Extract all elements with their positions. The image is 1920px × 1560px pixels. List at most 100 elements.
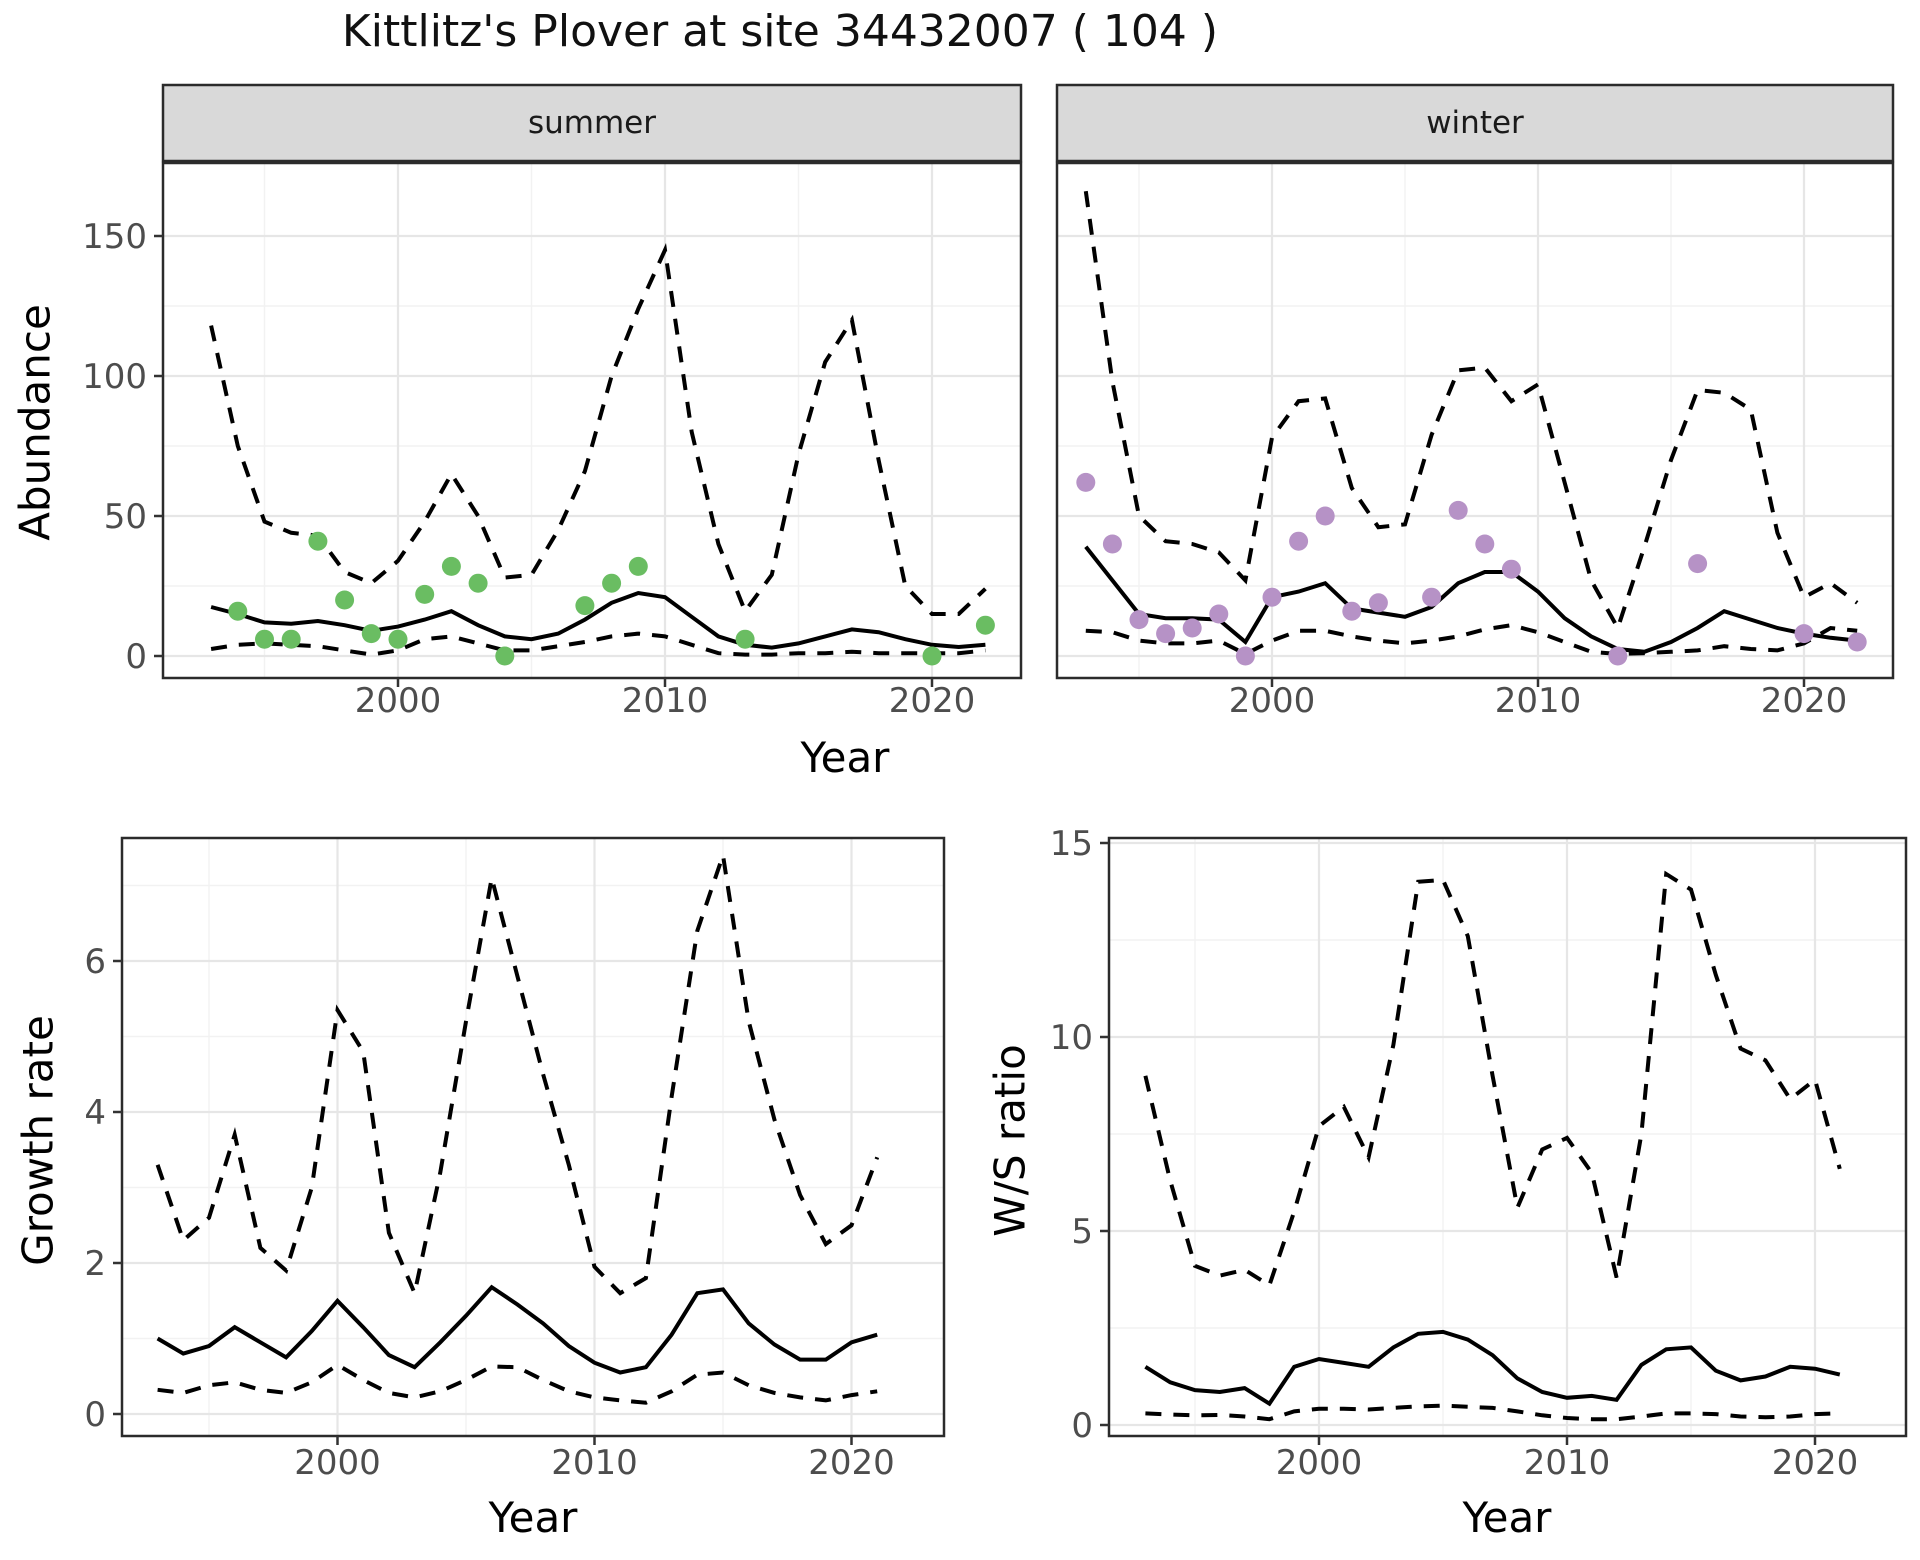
data-point — [281, 629, 301, 649]
lower_ci-line-ws_ratio — [1145, 1403, 1840, 1422]
y-axis-ws_ratio: 0 5 10 15 — [1050, 824, 1109, 1446]
y-tick-label: 50 — [104, 497, 147, 537]
facet-strip-abundance_summer — [161, 83, 1023, 163]
y-axis-title-ws-ratio: W/S ratio — [985, 1044, 1035, 1237]
data-point — [975, 615, 995, 635]
x-tick-label: 2010 — [1495, 681, 1582, 721]
data-point — [1102, 534, 1122, 554]
data-point — [602, 573, 622, 593]
panel-background — [163, 163, 1021, 678]
data-point — [1076, 472, 1096, 492]
data-point — [495, 646, 515, 666]
data-point — [1315, 506, 1335, 526]
panel-border — [161, 161, 1023, 680]
x-tick-label: 2010 — [1524, 1443, 1611, 1483]
data-point — [628, 556, 648, 576]
data-point — [1794, 624, 1814, 644]
x-axis-abundance_winter: 2000 2010 2020 — [1229, 678, 1848, 721]
data-point — [335, 590, 355, 610]
y-tick-label: 5 — [1071, 1212, 1093, 1252]
panel-background — [1057, 163, 1893, 678]
y-tick-label: 15 — [1050, 824, 1093, 864]
x-axis-title-ws-ratio: Year — [1462, 1493, 1552, 1542]
facet-strip-label-winter: winter — [1426, 105, 1524, 141]
facet-strip-abundance_winter — [1055, 83, 1895, 163]
upper_ci-line-abundance_winter — [1083, 190, 1859, 633]
y-axis-abundance_summer: 0 50 100 150 — [82, 217, 163, 677]
data-point — [1182, 618, 1202, 638]
y-axis-title-abundance: Abundance — [10, 304, 60, 541]
panel-border — [120, 836, 946, 1438]
x-tick-label: 2000 — [1276, 1443, 1363, 1483]
y-tick-label: 6 — [84, 942, 106, 982]
mean-line-ws_ratio — [1144, 1329, 1841, 1407]
grid-minor-ws_ratio — [1109, 838, 1906, 1436]
data-point — [361, 624, 381, 644]
grid-major-growth_rate — [122, 838, 944, 1436]
panel-border — [1055, 161, 1895, 680]
data-point — [575, 596, 595, 616]
data-point — [441, 556, 461, 576]
data-point — [468, 573, 488, 593]
y-tick-label: 0 — [1071, 1406, 1093, 1446]
x-axis-title-abundance: Year — [800, 733, 890, 782]
data-point — [1289, 531, 1309, 551]
x-tick-label: 2010 — [622, 681, 709, 721]
grid-major-ws_ratio — [1109, 838, 1906, 1436]
data-point — [1422, 587, 1442, 607]
data-point — [1448, 500, 1468, 520]
y-tick-label: 10 — [1050, 1018, 1093, 1058]
data-point — [415, 584, 435, 604]
x-axis-abundance_summer: 2000 2010 2020 — [355, 678, 976, 721]
y-tick-label: 100 — [82, 357, 147, 397]
x-tick-label: 2010 — [551, 1443, 638, 1483]
y-axis-growth_rate: 0 2 4 6 — [84, 942, 122, 1435]
data-point — [1209, 604, 1229, 624]
data-point — [308, 531, 328, 551]
x-axis-growth_rate: 2000 2010 2020 — [294, 1436, 895, 1483]
panel-background — [122, 838, 944, 1436]
figure-title: Kittlitz's Plover at site 34432007 ( 104… — [341, 6, 1219, 57]
lower_ci-line-abundance_summer — [210, 631, 986, 657]
lower_ci-line-growth_rate — [157, 1362, 878, 1405]
panel-abundance_winter: 2000 2010 2020 — [1055, 83, 1895, 721]
data-point — [922, 646, 942, 666]
mean-line-growth_rate — [156, 1284, 878, 1375]
y-axis-title-growth-rate: Growth rate — [13, 1015, 63, 1266]
observed-points-abundance_summer — [228, 531, 995, 666]
grid-minor-growth_rate — [122, 838, 944, 1436]
y-tick-label: 150 — [82, 217, 147, 257]
x-axis-title-growth-rate: Year — [488, 1493, 578, 1542]
x-tick-label: 2000 — [355, 681, 442, 721]
panel-abundance_summer: 2000 2010 2020 0 50 100 150 — [82, 83, 1023, 721]
upper_ci-line-growth_rate — [155, 854, 880, 1300]
data-point — [1608, 646, 1628, 666]
data-point — [1262, 587, 1282, 607]
upper_ci-line-ws_ratio — [1143, 870, 1842, 1289]
grid-minor-abundance_winter — [1057, 163, 1893, 678]
panel-border — [1107, 836, 1908, 1438]
data-point — [1847, 632, 1867, 652]
panel-growth_rate: 2000 2010 2020 0 2 4 6 — [84, 836, 946, 1483]
mean-line-abundance_summer — [210, 590, 986, 650]
data-point — [388, 629, 408, 649]
x-tick-label: 2000 — [294, 1443, 381, 1483]
x-tick-label: 2000 — [1229, 681, 1316, 721]
y-tick-label: 4 — [84, 1093, 106, 1133]
y-tick-label: 0 — [84, 1395, 106, 1435]
grid-minor-abundance_summer — [163, 163, 1021, 678]
panel-background — [1109, 838, 1906, 1436]
data-point — [1688, 554, 1708, 574]
data-point — [735, 629, 755, 649]
x-tick-label: 2020 — [1761, 681, 1848, 721]
y-tick-label: 0 — [125, 637, 147, 677]
data-point — [1475, 534, 1495, 554]
data-point — [228, 601, 248, 621]
observed-points-abundance_winter — [1076, 472, 1867, 666]
x-tick-label: 2020 — [808, 1443, 895, 1483]
lower_ci-line-abundance_winter — [1085, 623, 1858, 657]
x-tick-label: 2020 — [889, 681, 976, 721]
data-point — [1368, 593, 1388, 613]
data-point — [1342, 601, 1362, 621]
